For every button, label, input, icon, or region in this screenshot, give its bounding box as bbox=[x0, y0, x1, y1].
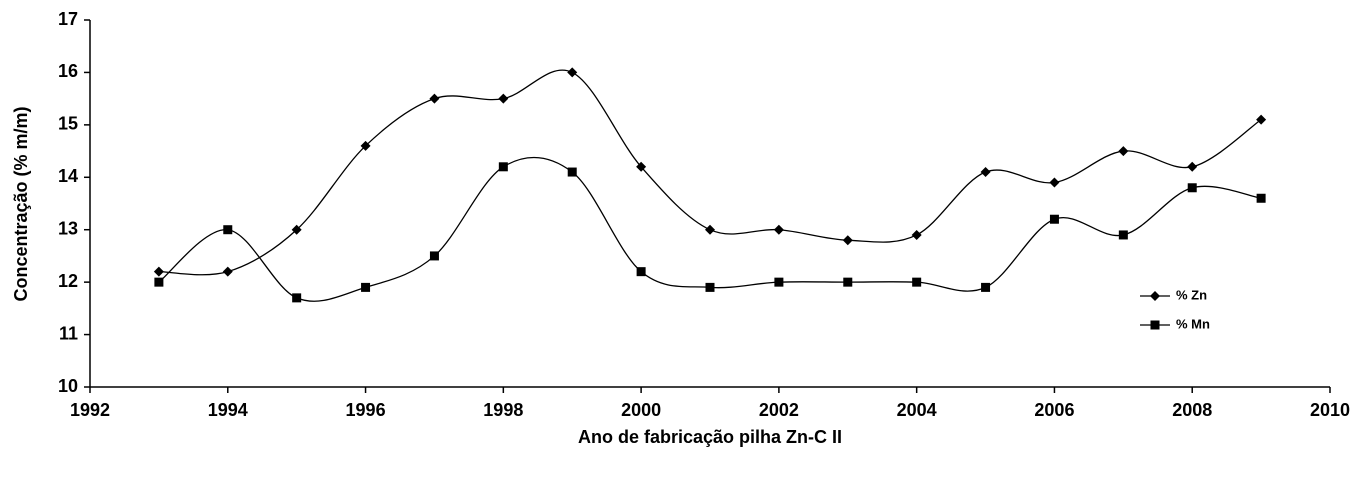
marker bbox=[842, 235, 853, 246]
x-tick-label: 2004 bbox=[897, 400, 937, 420]
marker bbox=[292, 293, 302, 303]
marker bbox=[1256, 114, 1267, 125]
marker bbox=[291, 224, 302, 235]
x-tick-label: 1994 bbox=[208, 400, 248, 420]
marker bbox=[705, 282, 715, 292]
marker bbox=[361, 282, 371, 292]
series-line bbox=[158, 156, 1262, 302]
marker bbox=[429, 93, 440, 104]
x-tick-label: 2000 bbox=[621, 400, 661, 420]
marker bbox=[1049, 177, 1060, 188]
marker bbox=[981, 282, 991, 292]
x-axis-label: Ano de fabricação pilha Zn-C II bbox=[578, 427, 842, 447]
y-tick-label: 15 bbox=[58, 114, 78, 134]
marker bbox=[498, 162, 508, 172]
y-tick-label: 11 bbox=[59, 323, 78, 343]
marker bbox=[498, 93, 509, 104]
marker bbox=[912, 277, 922, 287]
marker bbox=[1256, 193, 1266, 203]
marker bbox=[360, 140, 371, 151]
legend-label: % Zn bbox=[1176, 287, 1207, 302]
y-tick-label: 12 bbox=[58, 271, 78, 291]
marker bbox=[1118, 230, 1128, 240]
marker bbox=[567, 167, 577, 177]
marker bbox=[1150, 320, 1160, 330]
marker bbox=[773, 224, 784, 235]
y-tick-label: 16 bbox=[58, 61, 78, 81]
y-axis-label: Concentração (% m/m) bbox=[11, 106, 31, 301]
y-tick-label: 14 bbox=[58, 166, 78, 186]
marker bbox=[636, 267, 646, 277]
marker bbox=[705, 224, 715, 235]
x-tick-label: 2002 bbox=[759, 400, 799, 420]
y-tick-label: 10 bbox=[58, 376, 78, 396]
x-tick-label: 2010 bbox=[1310, 400, 1350, 420]
marker bbox=[567, 67, 578, 78]
legend-label: % Mn bbox=[1176, 316, 1210, 331]
series-line bbox=[158, 69, 1262, 276]
marker bbox=[1150, 291, 1160, 301]
y-tick-label: 13 bbox=[58, 218, 78, 238]
marker bbox=[154, 277, 164, 287]
marker bbox=[429, 251, 439, 261]
x-tick-label: 2008 bbox=[1172, 400, 1212, 420]
marker bbox=[843, 277, 853, 287]
marker bbox=[911, 229, 922, 240]
x-tick-label: 1992 bbox=[70, 400, 110, 420]
marker bbox=[1049, 214, 1059, 224]
marker bbox=[222, 266, 233, 277]
marker bbox=[980, 167, 991, 178]
marker bbox=[1187, 161, 1198, 172]
x-tick-label: 2006 bbox=[1034, 400, 1074, 420]
x-tick-label: 1998 bbox=[483, 400, 523, 420]
x-tick-label: 1996 bbox=[346, 400, 386, 420]
y-tick-label: 17 bbox=[58, 9, 78, 29]
marker bbox=[223, 225, 233, 235]
marker bbox=[153, 266, 164, 277]
marker bbox=[1187, 183, 1197, 193]
marker bbox=[636, 161, 647, 172]
marker bbox=[1118, 146, 1129, 157]
marker bbox=[774, 277, 784, 287]
